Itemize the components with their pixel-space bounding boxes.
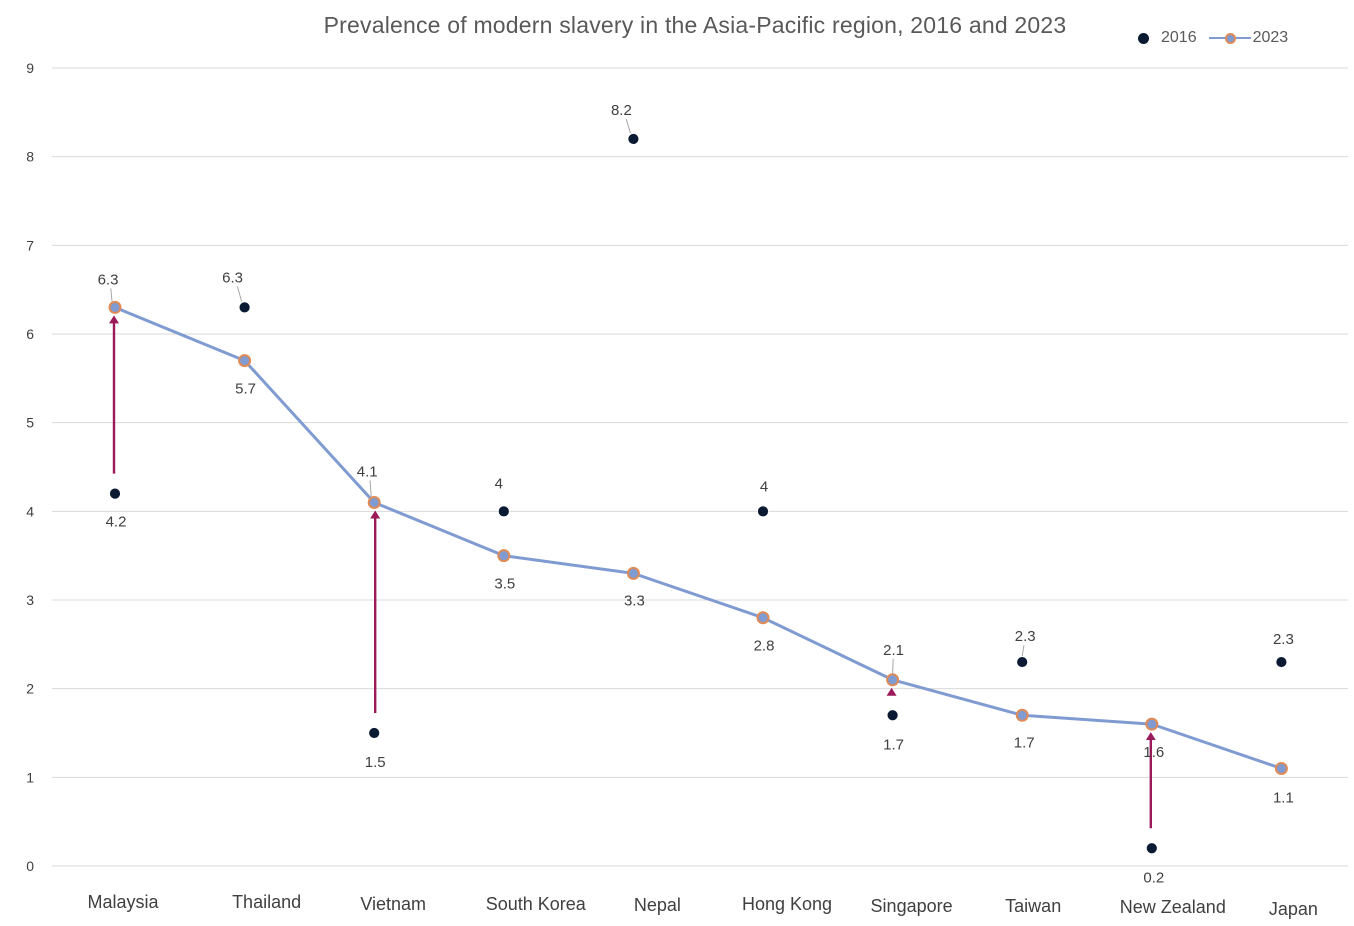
point-2016-hong-kong (757, 505, 769, 518)
data-label-2023-japan: 1.1 (1273, 789, 1294, 806)
point-2016-taiwan (1016, 656, 1029, 668)
x-tick-label-south-korea: South Korea (486, 894, 587, 914)
leader-2023-malaysia (110, 288, 113, 302)
data-label-2016-singapore: 1.7 (883, 736, 904, 753)
x-tick-label-japan: Japan (1269, 899, 1318, 919)
y-tick-label-8: 8 (26, 149, 34, 165)
data-label-2016-thailand: 6.3 (222, 269, 243, 286)
point-2016-south-korea (497, 505, 510, 518)
point-2016-malaysia (109, 487, 121, 500)
data-label-2016-new-zealand: 0.2 (1143, 869, 1164, 886)
data-label-2016-japan: 2.3 (1273, 631, 1294, 648)
data-label-2016-hong-kong: 4 (760, 478, 768, 495)
legend-label-2016: 2016 (1161, 29, 1197, 46)
data-label-2023-vietnam: 4.1 (357, 463, 378, 480)
y-tick-label-1: 1 (26, 769, 34, 785)
data-label-2023-nepal: 3.3 (624, 592, 645, 609)
point-2016-nepal (627, 133, 640, 145)
legend-item-2016: 2016 (1138, 29, 1197, 47)
y-tick-label-7: 7 (26, 237, 34, 253)
point-2023-taiwan (1015, 708, 1029, 722)
y-tick-label-5: 5 (26, 415, 34, 431)
x-tick-label-nepal: Nepal (634, 895, 681, 915)
legend: 2016 2023 (1138, 26, 1300, 50)
y-tick-label-6: 6 (26, 326, 34, 342)
point-2023-japan (1274, 761, 1288, 775)
point-2023-new-zealand (1145, 717, 1159, 731)
y-tick-label-4: 4 (26, 503, 34, 519)
chart-title: Prevalence of modern slavery in the Asia… (323, 12, 1067, 38)
x-tick-label-singapore: Singapore (871, 896, 953, 916)
point-2023-south-korea (497, 549, 511, 563)
legend-marker-2023 (1208, 32, 1251, 44)
point-2016-vietnam (368, 727, 381, 739)
data-label-2016-taiwan: 2.3 (1015, 628, 1036, 645)
point-2023-hong-kong (756, 611, 770, 625)
legend-item-2023: 2023 (1208, 29, 1289, 47)
data-label-2023-new-zealand: 1.6 (1143, 744, 1164, 761)
leader-2016-nepal (625, 118, 631, 134)
series-line-2023 (114, 306, 1282, 770)
leader-2016-taiwan (1021, 644, 1025, 657)
leader-2023-singapore (892, 658, 894, 674)
point-2023-thailand (238, 354, 252, 368)
x-tick-label-new-zealand: New Zealand (1120, 897, 1226, 917)
data-label-2016-nepal: 8.2 (611, 102, 632, 119)
x-tick-label-malaysia: Malaysia (87, 892, 159, 912)
data-label-2023-south-korea: 3.5 (494, 576, 515, 593)
data-label-2023-thailand: 5.7 (235, 381, 256, 398)
y-tick-label-9: 9 (26, 60, 34, 76)
point-2023-vietnam (367, 495, 381, 509)
y-tick-label-2: 2 (26, 681, 34, 697)
point-2016-new-zealand (1145, 842, 1158, 855)
x-tick-label-vietnam: Vietnam (360, 894, 426, 914)
legend-marker-2016 (1138, 32, 1149, 44)
point-2016-singapore (886, 709, 899, 722)
point-2023-malaysia (108, 300, 122, 314)
data-label-2016-malaysia: 4.2 (106, 514, 127, 531)
y-tick-label-0: 0 (26, 858, 34, 874)
point-2016-thailand (238, 301, 251, 314)
y-tick-label-3: 3 (26, 592, 34, 608)
x-tick-label-hong-kong: Hong Kong (742, 894, 832, 914)
point-2023-singapore (886, 673, 900, 687)
x-tick-label-taiwan: Taiwan (1005, 896, 1061, 916)
x-tick-label-thailand: Thailand (232, 892, 301, 912)
data-label-2016-vietnam: 1.5 (365, 754, 386, 771)
data-label-2023-singapore: 2.1 (883, 642, 904, 659)
leader-2016-thailand (236, 286, 243, 302)
data-label-2023-hong-kong: 2.8 (754, 638, 775, 655)
leader-2023-vietnam (369, 480, 372, 497)
data-label-2023-malaysia: 6.3 (98, 271, 119, 288)
point-2023-nepal (626, 566, 640, 580)
legend-label-2023: 2023 (1252, 29, 1289, 46)
data-label-2023-taiwan: 1.7 (1014, 734, 1035, 751)
point-2016-japan (1275, 656, 1288, 668)
data-label-2016-south-korea: 4 (495, 475, 503, 492)
